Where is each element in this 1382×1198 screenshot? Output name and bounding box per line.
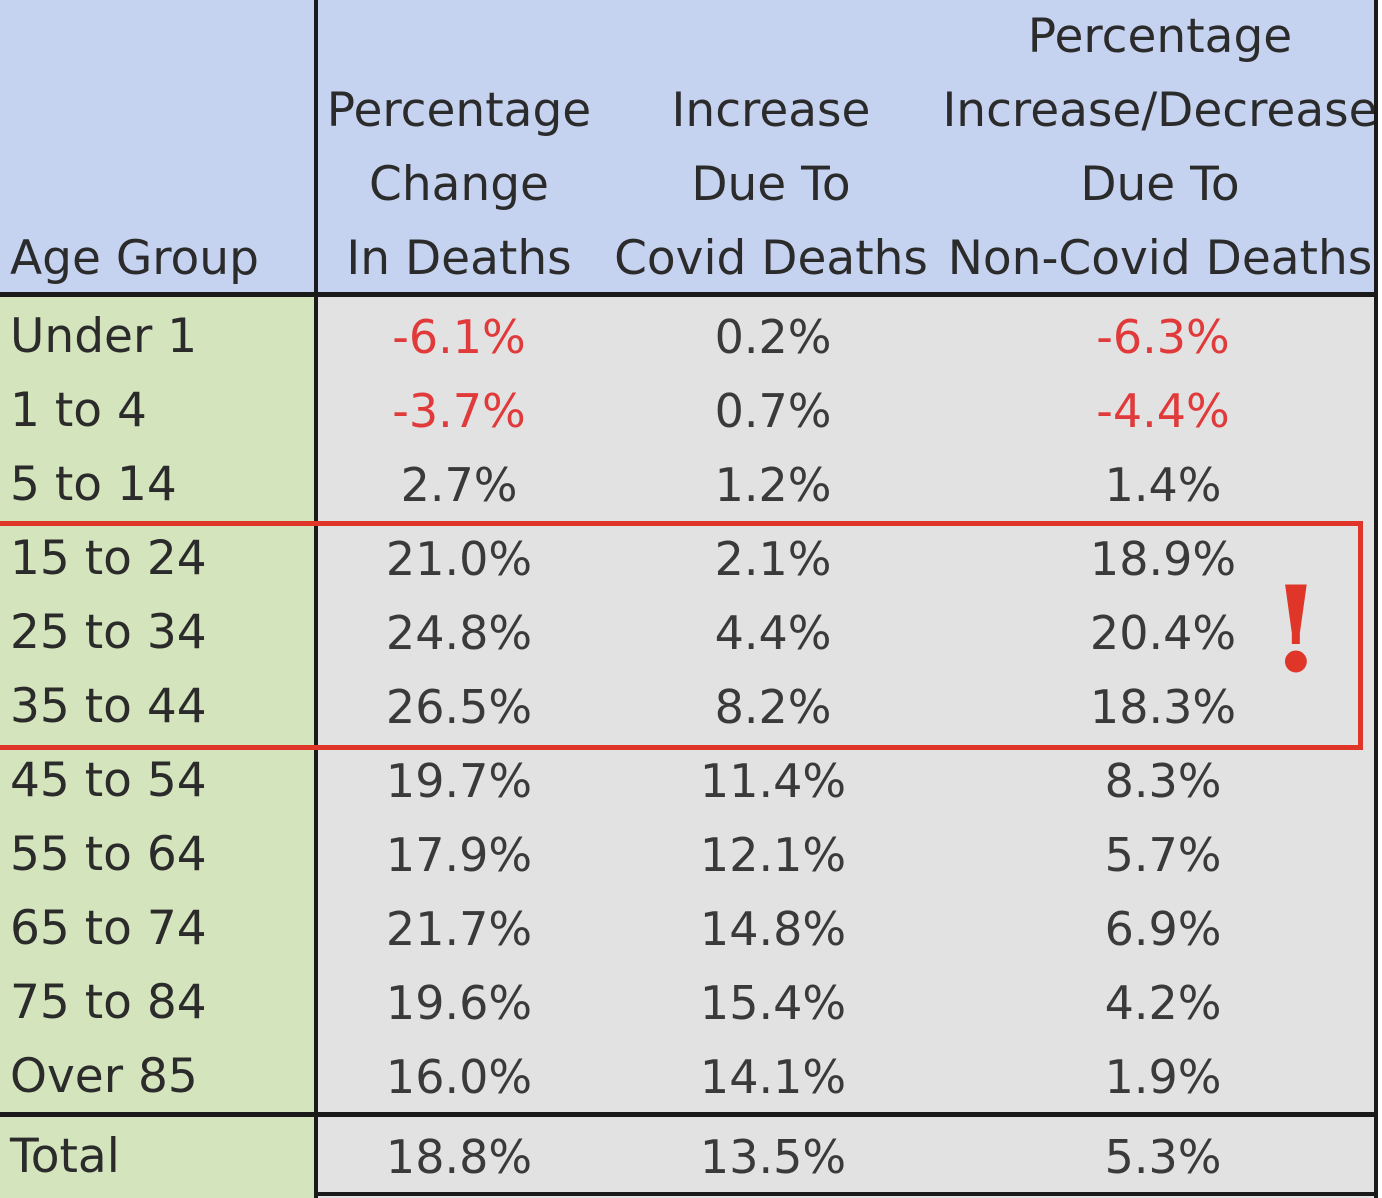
table-row: Over 85 16.0% 14.1% 1.9% [0, 1040, 1378, 1114]
noncovid-cell: -6.3% [1096, 310, 1230, 364]
table-row: 25 to 34 24.8% 4.4% 20.4% [0, 596, 1378, 670]
noncovid-cell: 1.4% [1104, 458, 1222, 512]
age-group-cell: Under 1 [10, 309, 198, 364]
change-cell: 17.9% [385, 828, 533, 882]
age-group-cell: 15 to 24 [10, 531, 207, 586]
column-divider [314, 0, 318, 1198]
change-cell: -3.7% [392, 384, 526, 438]
age-group-cell: 35 to 44 [10, 679, 207, 734]
covid-cell: 11.4% [699, 754, 847, 808]
header-col3-line1: Percentage [1027, 9, 1293, 64]
noncovid-cell: 18.9% [1089, 532, 1237, 586]
change-cell: 24.8% [385, 606, 533, 660]
total-row: Total 18.8% 13.5% 5.3% [0, 1120, 1378, 1194]
age-group-cell: 25 to 34 [10, 605, 207, 660]
noncovid-cell: 20.4% [1089, 606, 1237, 660]
age-group-cell: 5 to 14 [10, 457, 177, 512]
change-cell: 19.6% [385, 976, 533, 1030]
noncovid-cell: -4.4% [1096, 384, 1230, 438]
change-cell: 26.5% [385, 680, 533, 734]
total-label: Total [10, 1129, 120, 1184]
covid-cell: 8.2% [714, 680, 832, 734]
change-cell: 21.0% [385, 532, 533, 586]
change-cell: -6.1% [392, 310, 526, 364]
total-change-cell: 18.8% [385, 1130, 533, 1184]
covid-cell: 0.7% [714, 384, 832, 438]
table-row: 55 to 64 17.9% 12.1% 5.7% [0, 818, 1378, 892]
change-cell: 2.7% [400, 458, 518, 512]
age-group-cell: 45 to 54 [10, 753, 207, 808]
header-col1-line3: In Deaths [346, 231, 572, 286]
age-group-cell: 1 to 4 [10, 383, 147, 438]
age-group-cell: Over 85 [10, 1049, 198, 1104]
bottom-border [318, 1192, 1378, 1196]
header-col1-line2: Change [369, 157, 549, 212]
header-col2-line2: Due To [691, 157, 851, 212]
header-col3-line3: Due To [1080, 157, 1240, 212]
covid-cell: 1.2% [714, 458, 832, 512]
right-border [1374, 0, 1378, 1198]
total-divider [0, 1112, 1378, 1117]
change-cell: 16.0% [385, 1050, 533, 1104]
header-divider [0, 292, 1378, 297]
table-row: 1 to 4 -3.7% 0.7% -4.4% [0, 374, 1378, 448]
table-row: 15 to 24 21.0% 2.1% 18.9% [0, 522, 1378, 596]
noncovid-cell: 1.9% [1104, 1050, 1222, 1104]
covid-cell: 15.4% [699, 976, 847, 1030]
change-cell: 21.7% [385, 902, 533, 956]
header-background [0, 0, 1378, 292]
covid-cell: 12.1% [699, 828, 847, 882]
noncovid-cell: 6.9% [1104, 902, 1222, 956]
covid-cell: 0.2% [714, 310, 832, 364]
change-cell: 19.7% [385, 754, 533, 808]
table-row: 5 to 14 2.7% 1.2% 1.4% [0, 448, 1378, 522]
table-row: 65 to 74 21.7% 14.8% 6.9% [0, 892, 1378, 966]
table-row: 75 to 84 19.6% 15.4% 4.2% [0, 966, 1378, 1040]
table-row: 45 to 54 19.7% 11.4% 8.3% [0, 744, 1378, 818]
age-group-cell: 75 to 84 [10, 975, 207, 1030]
table-row: Under 1 -6.1% 0.2% -6.3% [0, 300, 1378, 374]
header-col1-line1: Percentage [326, 83, 592, 138]
total-noncovid-cell: 5.3% [1104, 1130, 1222, 1184]
header-col2-line3: Covid Deaths [614, 231, 928, 286]
covid-cell: 14.8% [699, 902, 847, 956]
highlight-box [0, 521, 1363, 750]
total-covid-cell: 13.5% [699, 1130, 847, 1184]
header-col2-line1: Increase [671, 83, 871, 138]
age-group-cell: 55 to 64 [10, 827, 207, 882]
header-col3-line4: Non-Covid Deaths [947, 231, 1373, 286]
header-col3-line2: Increase/Decrease [942, 83, 1378, 138]
covid-cell: 2.1% [714, 532, 832, 586]
noncovid-cell: 5.7% [1104, 828, 1222, 882]
table-row: 35 to 44 26.5% 8.2% 18.3% [0, 670, 1378, 744]
noncovid-cell: 18.3% [1089, 680, 1237, 734]
exclamation-mark: ! [1270, 560, 1322, 699]
noncovid-cell: 4.2% [1104, 976, 1222, 1030]
age-group-cell: 65 to 74 [10, 901, 207, 956]
covid-cell: 4.4% [714, 606, 832, 660]
header-age-group: Age Group [10, 231, 259, 286]
noncovid-cell: 8.3% [1104, 754, 1222, 808]
covid-cell: 14.1% [699, 1050, 847, 1104]
